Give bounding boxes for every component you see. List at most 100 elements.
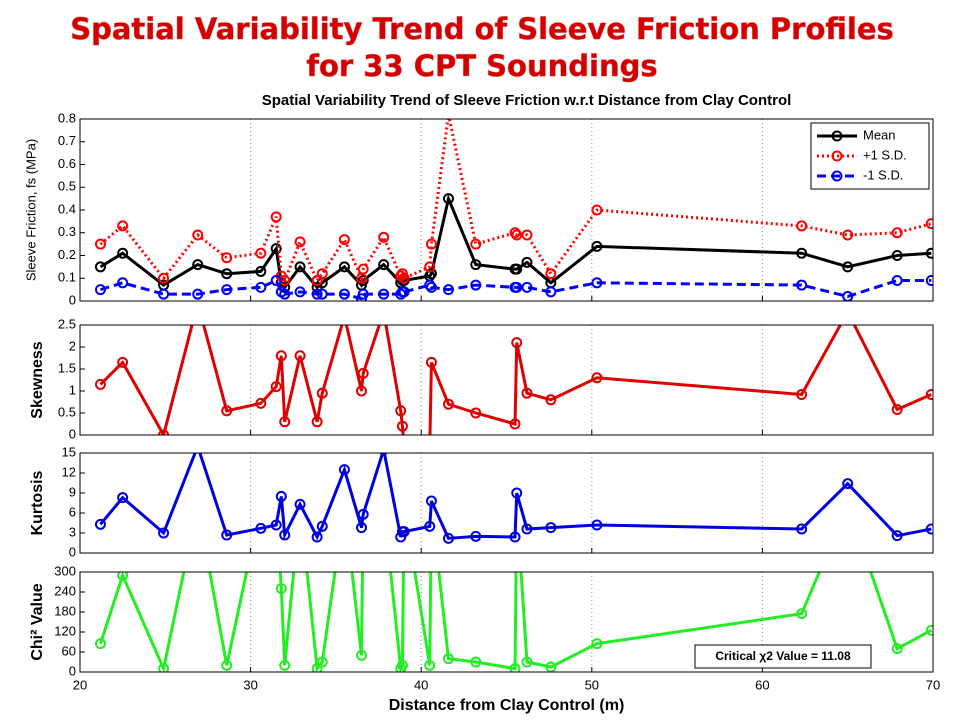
marker	[545, 268, 557, 280]
marker	[270, 381, 282, 393]
x-tick-label: 60	[755, 677, 769, 692]
y-tick-label: 6	[69, 504, 76, 519]
marker	[470, 238, 482, 250]
marker	[94, 518, 106, 530]
marker	[355, 522, 367, 534]
marker	[340, 312, 349, 321]
y-tick-label: 0	[69, 292, 76, 307]
marker	[891, 227, 903, 239]
series-group	[94, 307, 933, 453]
marker	[316, 387, 328, 399]
legend-label: +1 S.D.	[863, 147, 907, 162]
x-tick-label: 30	[243, 677, 257, 692]
marker	[279, 529, 291, 541]
marker	[379, 453, 389, 456]
plot-frame	[79, 324, 934, 436]
main-title: for 33 CPT Soundings	[306, 49, 657, 83]
marker	[311, 288, 323, 300]
marker	[378, 259, 390, 271]
marker	[400, 444, 409, 453]
marker	[255, 397, 267, 409]
marker	[891, 530, 903, 542]
legend-marker	[831, 150, 843, 162]
marker	[158, 272, 170, 284]
marker	[192, 259, 204, 271]
marker	[424, 261, 436, 273]
marker	[891, 250, 903, 261]
marker	[117, 247, 129, 259]
marker	[925, 389, 933, 401]
marker	[843, 307, 852, 316]
marker	[470, 530, 482, 542]
marker	[294, 236, 306, 248]
marker	[509, 531, 521, 543]
marker	[378, 288, 390, 300]
marker	[379, 307, 388, 316]
marker	[221, 405, 233, 417]
marker	[357, 508, 369, 520]
legend-label: Mean	[863, 127, 896, 142]
marker	[117, 356, 129, 368]
marker	[193, 442, 202, 451]
marker	[221, 268, 233, 280]
marker	[311, 275, 323, 287]
y-tick-label: 0.6	[58, 156, 76, 171]
marker	[117, 492, 129, 504]
marker	[442, 653, 454, 665]
y-tick-label: 60	[62, 643, 76, 658]
marker	[294, 261, 306, 273]
x-tick-label: 40	[414, 677, 428, 692]
marker	[470, 259, 482, 271]
marker	[357, 288, 369, 300]
y-tick-label: 0.5	[58, 179, 76, 194]
y-tick-label: 0.2	[58, 247, 76, 262]
y-tick-label: 0.4	[58, 201, 76, 216]
marker	[338, 261, 350, 273]
marker	[521, 656, 533, 668]
marker	[311, 531, 323, 543]
marker	[192, 229, 204, 241]
marker	[521, 523, 533, 535]
marker	[591, 277, 603, 289]
marker	[509, 418, 521, 430]
marker	[311, 663, 323, 672]
marker	[378, 231, 390, 243]
marker	[442, 284, 454, 296]
marker	[94, 261, 106, 273]
marker	[521, 256, 533, 268]
marker	[470, 279, 482, 291]
marker	[521, 281, 533, 293]
marker	[316, 288, 328, 300]
marker	[521, 229, 533, 241]
marker	[442, 193, 454, 205]
marker	[445, 119, 452, 120]
legend-marker	[831, 130, 843, 142]
marker	[398, 526, 410, 538]
legend-label: -1 S.D.	[863, 167, 903, 182]
marker	[398, 272, 410, 284]
marker	[395, 405, 407, 417]
y-tick-label: 240	[54, 583, 76, 598]
y-tick-label: 0.8	[58, 110, 76, 125]
marker	[442, 532, 454, 544]
x-tick-label: 50	[585, 677, 599, 692]
annotation: Critical χ2 Value = 11.08	[715, 649, 851, 663]
marker	[796, 279, 808, 291]
marker	[270, 519, 282, 531]
marker	[275, 583, 287, 595]
marker	[591, 519, 603, 531]
marker	[294, 350, 306, 362]
y-tick-label: 0	[69, 663, 76, 678]
marker	[425, 281, 437, 293]
marker	[470, 407, 482, 419]
marker	[158, 288, 170, 300]
marker	[279, 288, 291, 300]
marker	[511, 263, 523, 275]
marker	[891, 403, 903, 415]
y-axis-label: Skewness	[29, 341, 46, 418]
marker	[796, 608, 808, 620]
marker	[355, 385, 367, 397]
marker	[338, 464, 350, 476]
marker	[842, 261, 854, 273]
y-tick-label: 2	[69, 338, 76, 353]
